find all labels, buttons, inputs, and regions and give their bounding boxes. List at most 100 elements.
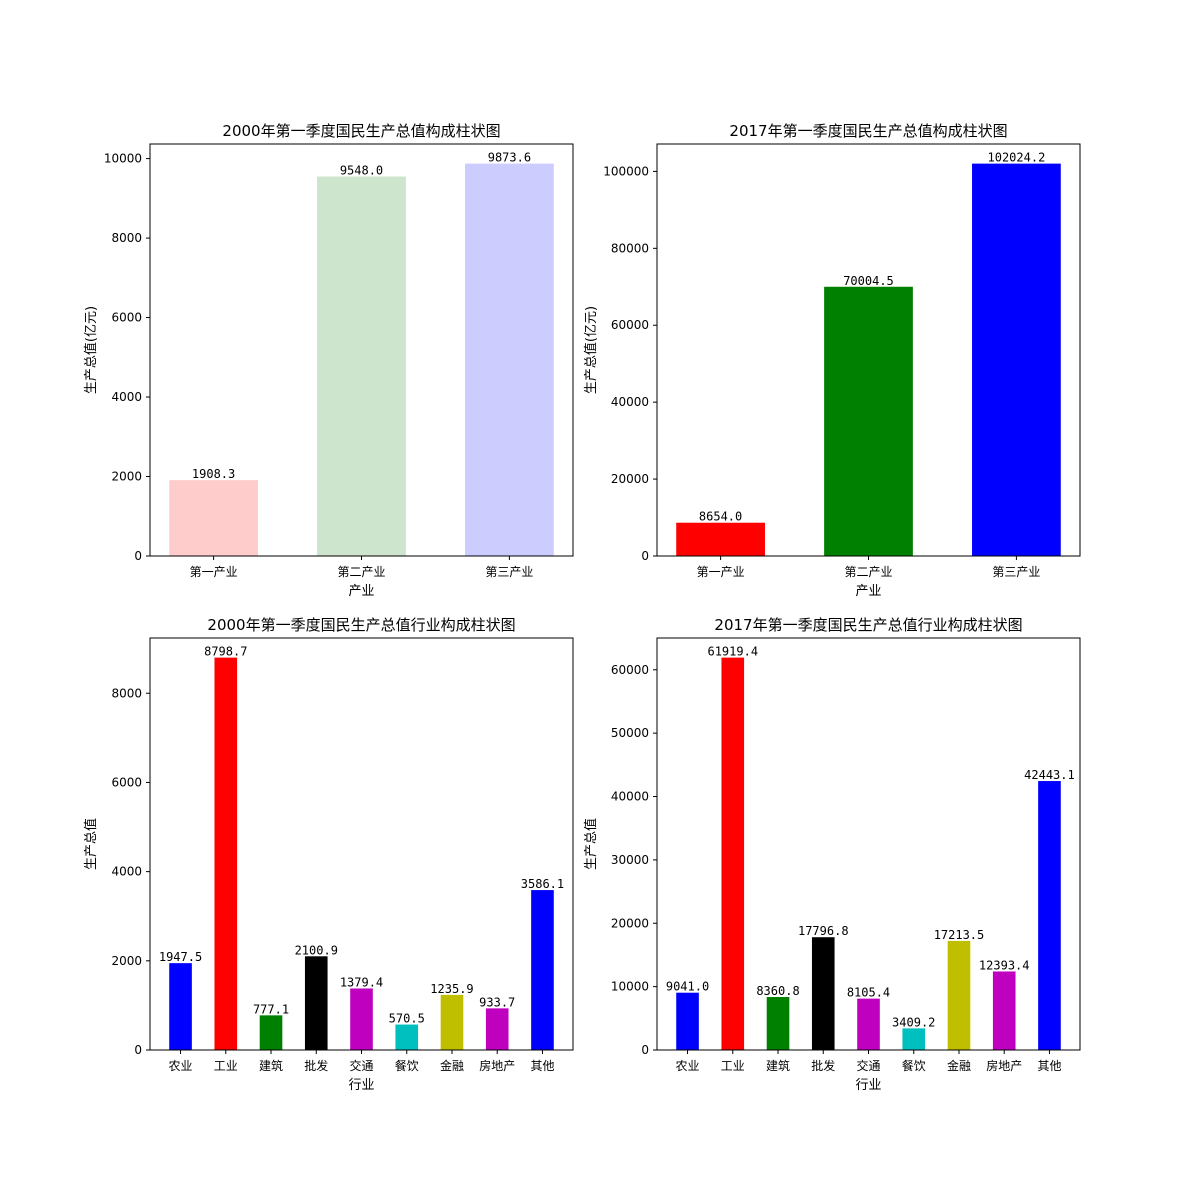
x-tick-label: 第三产业 xyxy=(485,565,533,579)
chart-title: 2017年第一季度国民生产总值构成柱状图 xyxy=(729,122,1007,140)
y-tick-label: 0 xyxy=(134,549,142,563)
y-tick-label: 4000 xyxy=(111,865,142,879)
y-axis-label: 生产总值(亿元) xyxy=(83,306,99,394)
x-tick-label: 第一产业 xyxy=(190,565,238,579)
y-tick-label: 8000 xyxy=(111,231,142,245)
y-tick-label: 4000 xyxy=(111,390,142,404)
bar-建筑 xyxy=(766,997,790,1050)
y-tick-label: 40000 xyxy=(611,790,649,804)
chart-title: 2000年第一季度国民生产总值构成柱状图 xyxy=(222,122,500,140)
subplot-3: 1947.5 8798.7 777.1 2100.9 1379.4 570.5 1235.9… xyxy=(83,616,574,1093)
data-label: 8360.8 xyxy=(756,984,799,998)
y-tick-label: 80000 xyxy=(611,241,649,255)
data-label: 2100.9 xyxy=(295,943,338,957)
x-tick-label: 第一产业 xyxy=(697,565,745,579)
x-tick-label: 交通 xyxy=(856,1058,880,1073)
bar-餐饮 xyxy=(902,1028,926,1050)
data-label: 17796.8 xyxy=(798,924,849,938)
data-label: 3409.2 xyxy=(892,1015,935,1029)
y-tick-label: 10000 xyxy=(104,152,142,166)
subplot-2: 8654.0 70004.5 102024.2 0 20000 40000 60000 800… xyxy=(583,122,1081,599)
y-tick-label: 6000 xyxy=(111,775,142,789)
bar-其他 xyxy=(531,890,554,1050)
data-label: 1379.4 xyxy=(340,975,383,989)
y-tick-label: 20000 xyxy=(611,916,649,930)
bar-第三产业 xyxy=(972,163,1061,556)
x-tick-label: 批发 xyxy=(811,1058,835,1073)
data-label: 102024.2 xyxy=(988,151,1046,165)
bar-工业 xyxy=(214,657,238,1050)
y-tick-label: 6000 xyxy=(111,311,142,325)
bar-交通 xyxy=(350,988,373,1050)
bar-交通 xyxy=(857,998,880,1050)
data-label: 61919.4 xyxy=(707,645,758,659)
data-label: 12393.4 xyxy=(979,958,1030,972)
y-tick-label: 0 xyxy=(641,1043,649,1057)
bar-房地产 xyxy=(992,971,1016,1050)
data-label: 1235.9 xyxy=(430,982,473,996)
bar-金融 xyxy=(440,994,464,1050)
data-label: 9873.6 xyxy=(488,151,531,165)
x-tick-label: 建筑 xyxy=(259,1058,283,1073)
y-tick-label: 60000 xyxy=(611,663,649,677)
data-label: 777.1 xyxy=(253,1002,289,1016)
x-tick-label: 第二产业 xyxy=(844,565,892,579)
data-label: 70004.5 xyxy=(843,274,894,288)
x-tick-label: 餐饮 xyxy=(395,1058,419,1073)
bar-农业 xyxy=(169,963,192,1050)
bar-第一产业 xyxy=(676,522,765,556)
y-tick-label: 100000 xyxy=(603,164,649,178)
bar-批发 xyxy=(304,956,328,1050)
x-tick-label: 房地产 xyxy=(986,1058,1022,1073)
x-tick-label: 金融 xyxy=(440,1058,464,1073)
bar-金融 xyxy=(947,940,971,1050)
chart-title: 2000年第一季度国民生产总值行业构成柱状图 xyxy=(207,616,515,634)
x-tick-label: 其他 xyxy=(1037,1059,1061,1073)
y-axis-label: 生产总值 xyxy=(83,818,99,870)
y-tick-label: 50000 xyxy=(611,726,649,740)
bar-农业 xyxy=(676,992,699,1050)
y-tick-label: 2000 xyxy=(111,470,142,484)
x-axis-label: 行业 xyxy=(855,1078,881,1093)
y-tick-label: 40000 xyxy=(611,395,649,409)
x-tick-label: 工业 xyxy=(721,1059,745,1073)
data-label: 1908.3 xyxy=(192,467,235,481)
x-tick-label: 第三产业 xyxy=(992,565,1040,579)
data-label: 9041.0 xyxy=(666,980,709,994)
data-label: 570.5 xyxy=(389,1012,425,1026)
x-tick-label: 农业 xyxy=(676,1059,700,1073)
x-tick-label: 建筑 xyxy=(766,1058,790,1073)
x-tick-label: 其他 xyxy=(530,1059,554,1073)
subplot-4: 9041.0 61919.4 8360.8 17796.8 8105.4 3409.2 17… xyxy=(583,616,1081,1093)
bar-批发 xyxy=(811,937,835,1050)
bar-餐饮 xyxy=(395,1024,419,1050)
x-tick-label: 第二产业 xyxy=(337,565,385,579)
x-axis-label: 行业 xyxy=(348,1078,374,1093)
bar-第一产业 xyxy=(169,480,258,556)
chart-title: 2017年第一季度国民生产总值行业构成柱状图 xyxy=(714,616,1022,634)
x-tick-label: 交通 xyxy=(349,1058,373,1073)
y-tick-label: 0 xyxy=(641,549,649,563)
x-tick-label: 金融 xyxy=(947,1058,971,1073)
bar-第三产业 xyxy=(465,163,554,557)
data-label: 8798.7 xyxy=(204,645,247,659)
bar-第二产业 xyxy=(317,176,406,557)
data-label: 1947.5 xyxy=(159,950,202,964)
data-label: 9548.0 xyxy=(340,164,383,178)
data-label: 42443.1 xyxy=(1024,768,1075,782)
bar-建筑 xyxy=(259,1015,283,1050)
data-label: 8105.4 xyxy=(847,986,890,1000)
y-tick-label: 8000 xyxy=(111,686,142,700)
bar-工业 xyxy=(721,657,745,1050)
y-tick-label: 30000 xyxy=(611,853,649,867)
y-tick-label: 20000 xyxy=(611,472,649,486)
x-tick-label: 农业 xyxy=(169,1059,193,1073)
y-tick-label: 2000 xyxy=(111,954,142,968)
x-axis-label: 产业 xyxy=(855,584,881,599)
x-axis-label: 产业 xyxy=(348,584,374,599)
bar-其他 xyxy=(1038,781,1061,1050)
y-tick-label: 0 xyxy=(134,1043,142,1057)
x-tick-label: 房地产 xyxy=(479,1058,515,1073)
data-label: 8654.0 xyxy=(699,510,742,524)
